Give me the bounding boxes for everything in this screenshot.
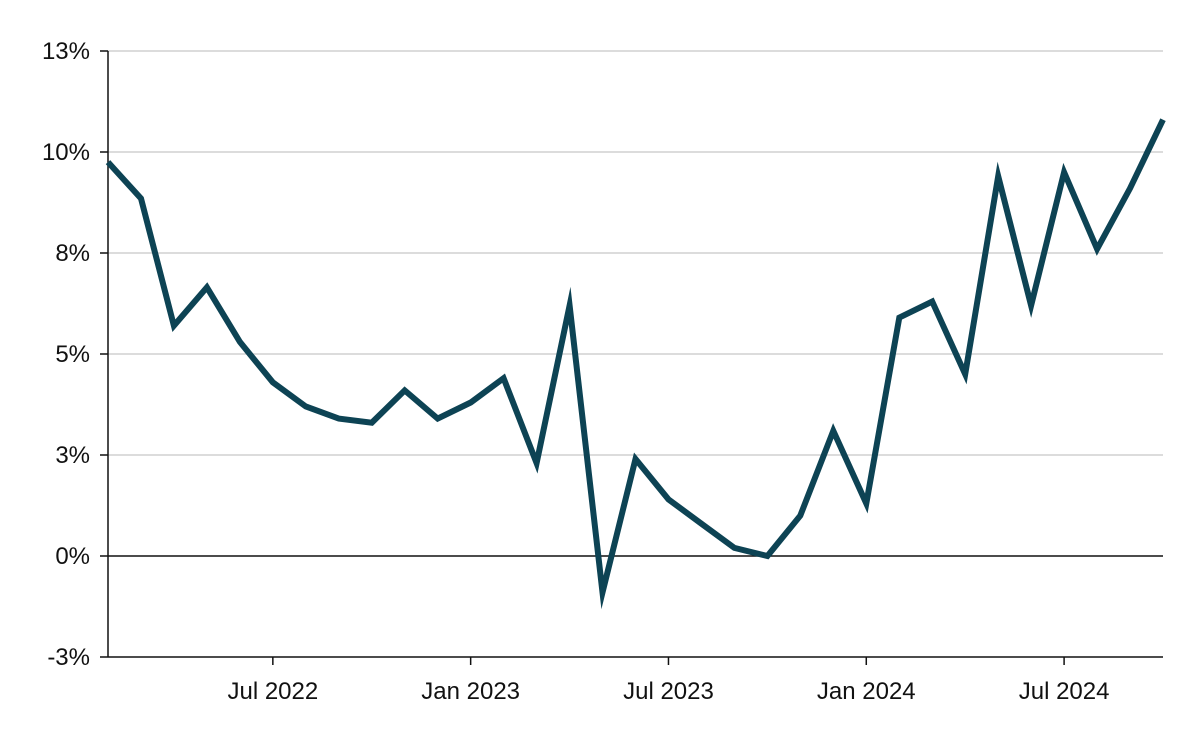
- y-tick-label: -3%: [47, 644, 90, 671]
- y-axis-ticks: 13% 10% 8% 5% 3% 0% -3%: [42, 38, 108, 671]
- series-line: [105, 118, 1166, 610]
- x-tick-label: Jan 2023: [421, 678, 520, 705]
- x-tick-label: Jul 2022: [227, 678, 318, 705]
- series-layer: [105, 118, 1166, 610]
- y-tick-label: 0%: [55, 543, 90, 570]
- y-tick-label: 8%: [55, 240, 90, 267]
- x-tick-label: Jul 2024: [1019, 678, 1110, 705]
- x-tick-label: Jul 2023: [623, 678, 714, 705]
- x-tick-label: Jan 2024: [817, 678, 916, 705]
- gridlines: [108, 50, 1163, 557]
- y-tick-label: 3%: [55, 442, 90, 469]
- y-tick-label: 10%: [42, 139, 90, 166]
- y-tick-label: 13%: [42, 38, 90, 65]
- y-tick-label: 5%: [55, 341, 90, 368]
- x-axis-ticks: Jul 2022 Jan 2023 Jul 2023 Jan 2024 Jul 2024: [227, 657, 1109, 705]
